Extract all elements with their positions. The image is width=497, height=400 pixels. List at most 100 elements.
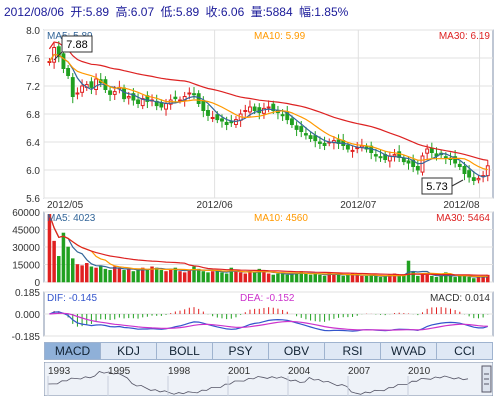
- volume-bar: [215, 270, 220, 283]
- high-price-pointer: [53, 51, 63, 61]
- price-xtick-label: 2012/05: [47, 200, 84, 211]
- tab-rsi[interactable]: RSI: [325, 343, 381, 359]
- candle-body: [220, 118, 224, 122]
- volume-bar: [206, 272, 210, 283]
- ohlc-header: 2012/08/06 开:5.89 高:6.07 低:5.89 收:6.06 量…: [4, 3, 351, 20]
- header-volume: 量:5884: [250, 5, 293, 19]
- low-price-pointer: [451, 179, 464, 187]
- candle-body: [192, 93, 196, 96]
- candle-body: [308, 135, 313, 139]
- candle-body: [485, 165, 490, 177]
- candle-body: [47, 61, 52, 63]
- timeline-scroller[interactable]: 1993 1995 1998 2001 2004 2007 2010: [44, 362, 493, 396]
- candle-body: [299, 126, 304, 132]
- volume-bar: [411, 271, 415, 283]
- candle-body: [350, 149, 355, 152]
- candle-body: [80, 85, 85, 93]
- candle-body: [206, 110, 210, 116]
- candle-body: [136, 99, 140, 104]
- volume-bar: [266, 273, 271, 283]
- volume-bar: [420, 273, 425, 283]
- tab-psy[interactable]: PSY: [213, 343, 269, 359]
- volume-bar: [313, 273, 317, 283]
- volume-bar: [178, 271, 182, 283]
- candle-body: [215, 114, 220, 121]
- price-ytick-label: 6.8: [26, 110, 40, 121]
- timeline-year-label: 2001: [228, 366, 251, 377]
- timeline-year-label: 2010: [408, 366, 431, 377]
- price-xtick-label: 2012/06: [197, 200, 234, 211]
- candle-body: [112, 91, 117, 95]
- volume-bar: [276, 273, 280, 283]
- volume-bar: [397, 275, 401, 283]
- volume-bar: [108, 270, 112, 283]
- candle-body: [243, 110, 248, 112]
- volume-bar: [453, 277, 457, 283]
- volume-bar: [285, 274, 290, 283]
- volume-bar: [341, 275, 345, 283]
- candle-body: [266, 106, 271, 109]
- volume-bar: [71, 258, 75, 283]
- volume-bar: [210, 271, 215, 283]
- tab-wvad[interactable]: WVAD: [381, 343, 437, 359]
- candle-body: [476, 177, 481, 181]
- volume-bar: [201, 271, 206, 283]
- header-change: 幅:1.85%: [298, 5, 349, 19]
- timeline-silhouette: [47, 371, 469, 395]
- volume-bar: [75, 264, 80, 283]
- candle-body: [322, 142, 327, 146]
- tab-macd[interactable]: MACD: [45, 343, 101, 359]
- tab-obv[interactable]: OBV: [269, 343, 325, 359]
- volume-bar: [66, 246, 70, 283]
- ma5-line: [48, 53, 488, 178]
- timeline-year-label: 1993: [48, 366, 71, 377]
- candle-body: [280, 114, 285, 117]
- macd-ytick-label: 0.185: [15, 288, 40, 299]
- macd-ytick-label: -0.185: [12, 332, 41, 343]
- candle-body: [159, 102, 164, 108]
- tab-cci[interactable]: CCI: [454, 344, 475, 358]
- volume-bar: [57, 256, 61, 283]
- volume-bar: [80, 265, 84, 283]
- volume-bar: [434, 277, 439, 283]
- volume-ytick-label: 15000: [12, 261, 40, 272]
- tab-kdj[interactable]: KDJ: [101, 343, 157, 359]
- price-ytick-label: 6.4: [26, 138, 40, 149]
- candle-body: [313, 135, 318, 142]
- volume-bar: [271, 274, 276, 283]
- volume-bar: [103, 268, 108, 283]
- volume-bar: [252, 272, 257, 283]
- volume-bar: [346, 274, 350, 283]
- tab-boll[interactable]: BOLL: [157, 343, 213, 359]
- candle-body: [406, 160, 411, 164]
- volume-ytick-label: 0: [34, 278, 40, 289]
- volume-bar: [458, 275, 462, 283]
- macd-legend-dif: DIF: -0.145: [47, 293, 97, 304]
- volume-bar: [290, 273, 294, 283]
- dea-line: [49, 312, 488, 331]
- price-xtick-label: 2012/08: [443, 200, 480, 211]
- candle-body: [378, 156, 383, 159]
- volume-bar: [332, 273, 336, 283]
- candle-body: [401, 157, 406, 163]
- candle-body: [75, 92, 80, 95]
- volume-bar: [85, 263, 89, 283]
- price-ytick-label: 8.0: [26, 26, 40, 37]
- indicator-tabs: MACD KDJ BOLL PSY OBV RSI WVAD CCI: [44, 342, 493, 360]
- volume-bar: [318, 274, 322, 283]
- volume-bar: [126, 268, 131, 283]
- candle-body: [471, 177, 476, 181]
- candle-body: [425, 148, 430, 154]
- candle-body: [294, 125, 299, 130]
- macd-ytick-label: 0.000: [15, 310, 40, 321]
- volume-bar: [360, 275, 364, 283]
- candle-body: [303, 133, 308, 136]
- volume-bar: [136, 270, 140, 283]
- candle-body: [126, 96, 131, 99]
- timeline-year-label: 1998: [168, 366, 191, 377]
- candle-body: [373, 154, 378, 157]
- volume-bar: [383, 275, 387, 283]
- volume-bar: [308, 274, 313, 283]
- volume-bar: [182, 272, 187, 283]
